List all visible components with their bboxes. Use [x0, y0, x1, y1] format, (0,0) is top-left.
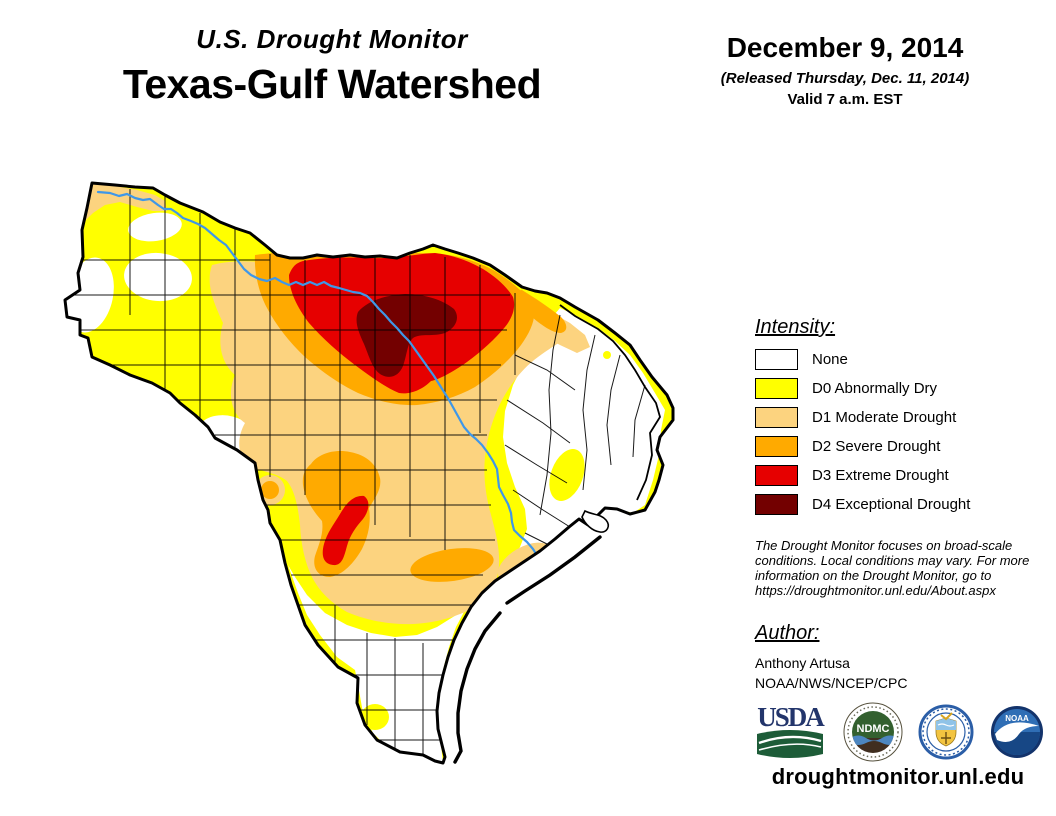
footer-url: droughtmonitor.unl.edu	[771, 764, 1025, 789]
watershed-boundary	[63, 181, 675, 765]
usda-logo-text: USDA	[757, 702, 825, 732]
date-block: December 9, 2014 (Released Thursday, Dec…	[695, 32, 995, 108]
legend-item-D3: D3 Extreme Drought	[755, 465, 1045, 486]
noaa-logo-text: NOAA	[1005, 714, 1029, 723]
inner-boundary-line	[559, 304, 661, 501]
legend-swatch-none	[755, 349, 798, 370]
legend-label: None	[812, 351, 848, 368]
legend-swatch-D4	[755, 494, 798, 515]
legend-label: D0 Abnormally Dry	[812, 380, 938, 397]
drought-d4-region	[356, 294, 457, 377]
map-date: December 9, 2014	[726, 32, 964, 63]
ndmc-logo: NDMC	[842, 701, 904, 768]
ndmc-logo-text: NDMC	[856, 723, 889, 735]
page-title: Texas-Gulf Watershed	[122, 61, 542, 107]
legend-label: D1 Moderate Drought	[812, 409, 957, 426]
legend-label: D2 Severe Drought	[812, 438, 941, 455]
valid-time: Valid 7 a.m. EST	[787, 91, 903, 108]
county-lines	[68, 189, 646, 757]
legend-swatch-D3	[755, 465, 798, 486]
release-date: (Released Thursday, Dec. 11, 2014)	[720, 70, 970, 87]
legend-item-D4: D4 Exceptional Drought	[755, 494, 1045, 515]
drought-map	[55, 165, 745, 785]
legend-item-none: None	[755, 349, 1045, 370]
author-org: NOAA/NWS/NCEP/CPC	[755, 675, 908, 691]
title-block: U.S. Drought Monitor Texas-Gulf Watershe…	[112, 24, 552, 108]
river-path	[96, 190, 543, 595]
doc-logo	[918, 704, 974, 765]
galveston-bay	[581, 509, 609, 533]
legend-swatch-D2	[755, 436, 798, 457]
noaa-logo: NOAA	[989, 704, 1045, 765]
legend-item-D2: D2 Severe Drought	[755, 436, 1045, 457]
legend-swatch-D0	[755, 378, 798, 399]
legend: Intensity: None D0 Abnormally Dry D1 Moder…	[755, 316, 1045, 523]
drought-map-svg	[63, 181, 675, 765]
author-heading: Author:	[755, 622, 820, 644]
legend-items: None D0 Abnormally Dry D1 Moderate Drought…	[755, 349, 1045, 515]
usda-logo: USDA	[753, 702, 827, 767]
legend-heading: Intensity:	[755, 316, 836, 338]
legend-swatch-D1	[755, 407, 798, 428]
author-block: Author: Anthony Artusa NOAA/NWS/NCEP/CPC	[755, 622, 1037, 691]
author-name: Anthony Artusa	[755, 655, 850, 671]
legend-label: D4 Exceptional Drought	[812, 496, 971, 513]
legend-item-D1: D1 Moderate Drought	[755, 407, 1045, 428]
barrier-islands	[453, 535, 602, 764]
legend-label: D3 Extreme Drought	[812, 467, 949, 484]
logo-row: USDA NDMC	[753, 702, 1045, 766]
legend-item-D0: D0 Abnormally Dry	[755, 378, 1045, 399]
disclaimer-text: The Drought Monitor focuses on broad-sca…	[755, 538, 1030, 598]
report-name: U.S. Drought Monitor	[196, 24, 468, 54]
